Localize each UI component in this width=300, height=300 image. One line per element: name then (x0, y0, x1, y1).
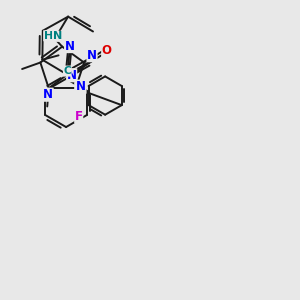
Text: N: N (76, 80, 86, 93)
Text: F: F (75, 83, 83, 96)
Text: C: C (63, 66, 71, 76)
Text: N: N (64, 40, 75, 52)
Text: N: N (52, 32, 62, 41)
Text: O: O (102, 44, 112, 57)
Text: N: N (43, 88, 53, 101)
Text: N: N (87, 49, 97, 62)
Text: N: N (67, 69, 77, 82)
Text: H: H (44, 31, 53, 41)
Text: F: F (75, 110, 83, 123)
